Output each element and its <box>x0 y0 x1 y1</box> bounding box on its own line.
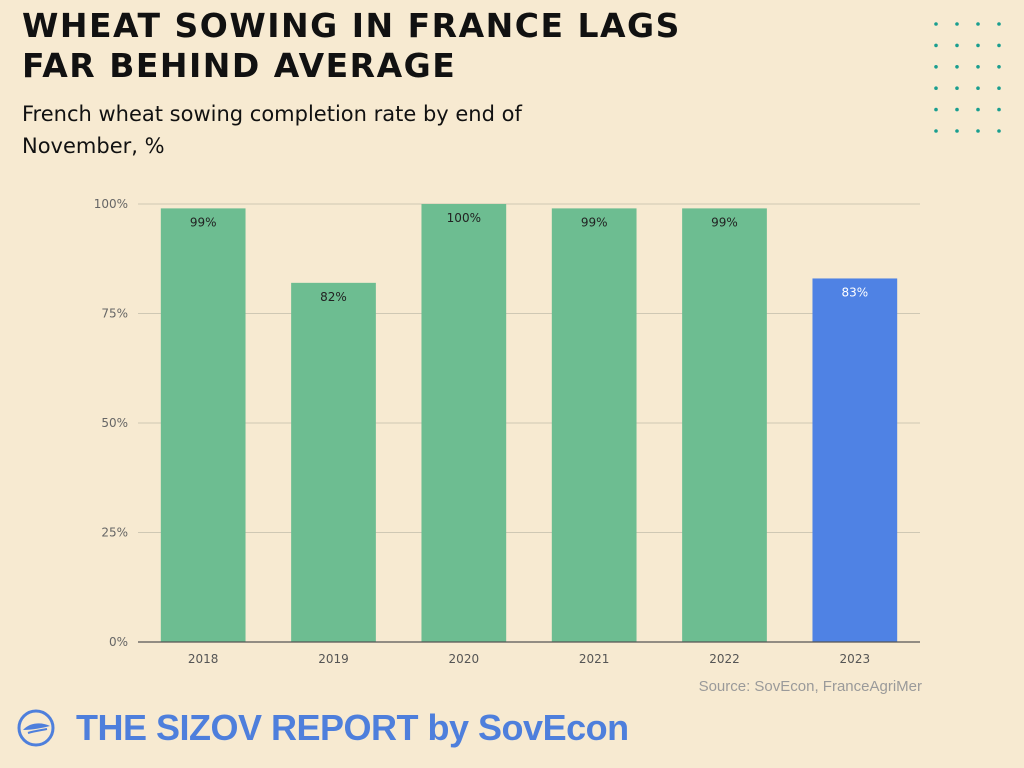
dot-grid-icon <box>934 22 1001 133</box>
y-tick-label: 75% <box>101 307 128 321</box>
dot <box>976 107 980 112</box>
bar-chart: 0% 25% 50% 75% 100% 99% 82% 100% 99% 99% 83% 2018… <box>94 197 920 666</box>
dot <box>955 22 959 26</box>
y-tick-label: 50% <box>101 416 128 430</box>
y-tick-label: 100% <box>94 197 128 211</box>
dot <box>934 65 938 69</box>
brand-name: THE SIZOV REPORT by SovEcon <box>76 707 629 748</box>
dot <box>997 129 1001 133</box>
dot <box>955 43 959 48</box>
bars <box>160 204 898 642</box>
dot <box>976 129 980 133</box>
x-tick-label: 2021 <box>579 652 610 666</box>
dot <box>997 107 1001 112</box>
dot <box>934 129 938 133</box>
bar-2019 <box>291 282 376 642</box>
dot <box>934 22 938 26</box>
brand-footer: THE SIZOV REPORT by SovEcon <box>16 704 629 752</box>
title-line-1: WHEAT SOWING IN FRANCE LAGS <box>22 6 681 45</box>
x-tick-label: 2019 <box>318 652 349 666</box>
bar-2020 <box>421 204 507 642</box>
subtitle-line-1: French wheat sowing completion rate by e… <box>22 102 522 126</box>
data-label-2023: 83% <box>841 285 868 299</box>
bar-2022 <box>682 208 767 642</box>
data-label-2018: 99% <box>190 215 217 229</box>
dot <box>997 43 1001 48</box>
y-axis-ticks: 0% 25% 50% 75% 100% <box>94 197 128 649</box>
x-tick-label: 2020 <box>449 652 480 666</box>
x-axis-ticks: 2018 2019 2020 2021 2022 2023 <box>188 652 870 666</box>
bar-2018 <box>160 208 246 642</box>
dot <box>997 65 1001 69</box>
bar-2021 <box>551 208 637 642</box>
data-label-2022: 99% <box>711 215 738 229</box>
dot <box>997 86 1001 90</box>
dot <box>976 22 980 26</box>
dot <box>934 43 938 48</box>
dot <box>955 86 959 90</box>
data-label-2021: 99% <box>581 215 608 229</box>
dot <box>955 107 959 112</box>
subtitle-line-2: November, % <box>22 134 165 158</box>
dot <box>955 129 959 133</box>
data-label-2019: 82% <box>320 290 347 304</box>
data-label-2020: 100% <box>447 211 481 225</box>
dot <box>976 43 980 48</box>
sovecon-logo-icon <box>17 709 55 747</box>
x-tick-label: 2018 <box>188 652 219 666</box>
dot <box>997 22 1001 26</box>
gridlines <box>138 203 920 533</box>
dot <box>934 107 938 112</box>
bar-2023 <box>812 278 898 642</box>
chart-title: WHEAT SOWING IN FRANCE LAGS FAR BEHIND A… <box>22 6 722 86</box>
dot <box>976 65 980 69</box>
chart-subtitle: French wheat sowing completion rate by e… <box>22 98 622 162</box>
y-tick-label: 25% <box>101 526 128 540</box>
y-tick-label: 0% <box>109 635 128 649</box>
source-note: Source: SovEcon, FranceAgriMer <box>698 678 922 695</box>
dot <box>976 86 980 90</box>
title-line-2: FAR BEHIND AVERAGE <box>22 46 457 85</box>
x-tick-label: 2022 <box>709 652 740 666</box>
data-labels: 99% 82% 100% 99% 99% 83% <box>190 211 868 304</box>
dot <box>955 65 959 69</box>
dot <box>934 86 938 90</box>
x-tick-label: 2023 <box>840 652 871 666</box>
